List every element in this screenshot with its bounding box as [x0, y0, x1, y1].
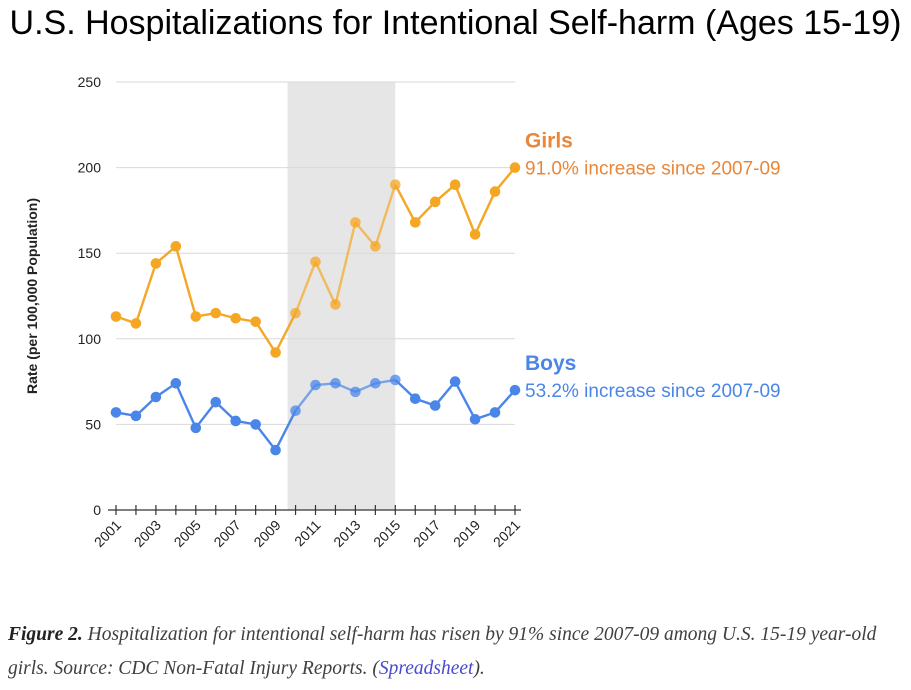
girls-point-2013 — [350, 217, 361, 228]
boys-point-2017 — [429, 400, 441, 411]
girls-line-segment — [254, 321, 277, 354]
girls-point-2015 — [390, 179, 401, 191]
boys-point-2008 — [250, 419, 261, 430]
boys-point-2001 — [110, 407, 122, 418]
girls-point-2001 — [110, 311, 122, 322]
boys-line-segment — [254, 423, 277, 451]
x-tick-label-2009: 2009 — [250, 517, 283, 550]
boys-point-2015 — [390, 374, 401, 386]
x-tick-label-2013: 2013 — [330, 517, 363, 550]
boys-line-segment — [274, 410, 297, 451]
y-tick-label-100: 100 — [78, 331, 102, 347]
spreadsheet-link[interactable]: Spreadsheet — [378, 658, 474, 679]
girls-line-segment — [374, 184, 397, 247]
caption-end: ). — [473, 658, 485, 679]
x-tick-label-2015: 2015 — [370, 517, 403, 550]
boys-point-2020 — [489, 407, 501, 418]
girls-line-segment — [314, 261, 337, 306]
boys-point-2018 — [449, 376, 461, 387]
boys-point-2003 — [150, 391, 162, 403]
boys-point-2011 — [310, 379, 321, 391]
x-tick-label-2007: 2007 — [210, 517, 243, 550]
girls-line-segment — [334, 222, 357, 305]
girls-point-2016 — [409, 217, 421, 228]
boys-point-2002 — [130, 410, 142, 422]
x-tick-label-2019: 2019 — [450, 517, 483, 550]
boys-point-2013 — [350, 386, 361, 398]
girls-point-2021 — [509, 162, 521, 173]
boys-line-segment — [294, 384, 317, 412]
boys-line-segment — [454, 381, 477, 420]
x-tick-label-2003: 2003 — [131, 517, 164, 550]
girls-increase-annotation: 91.0% increase since 2007-09 — [525, 159, 781, 180]
y-axis-title: Rate (per 100,000 Population) — [24, 198, 40, 394]
boys-point-2019 — [469, 413, 481, 425]
girls-line-segment — [394, 184, 417, 223]
boys-point-2014 — [370, 378, 381, 389]
boys-line-segment — [194, 401, 217, 429]
boys-line-segment — [174, 382, 197, 429]
y-tick-label-50: 50 — [85, 416, 101, 432]
girls-point-2012 — [330, 299, 341, 310]
girls-point-2011 — [310, 256, 321, 268]
girls-point-2006 — [210, 307, 222, 319]
boys-point-2006 — [210, 396, 222, 408]
girls-point-2017 — [429, 196, 441, 208]
boys-point-2004 — [170, 378, 182, 389]
y-tick-label-200: 200 — [78, 160, 102, 176]
girls-line-segment — [134, 263, 158, 324]
boys-point-2010 — [290, 405, 301, 417]
y-tick-label-0: 0 — [93, 502, 101, 518]
girls-point-2005 — [190, 311, 202, 322]
girls-line-segment — [174, 246, 197, 317]
x-tick-label-2011: 2011 — [291, 517, 324, 550]
figure-caption: Figure 2. Hospitalization for intentiona… — [8, 618, 908, 686]
boys-point-2016 — [409, 393, 421, 405]
girls-point-2019 — [469, 229, 481, 240]
x-tick-label-2001: 2001 — [91, 517, 124, 550]
girls-series-label: Girls — [525, 130, 573, 153]
boys-point-2009 — [270, 444, 281, 456]
girls-line-segment — [274, 312, 297, 354]
boys-point-2021 — [509, 384, 521, 396]
girls-point-2018 — [449, 179, 461, 191]
x-tick-label-2017: 2017 — [410, 517, 443, 550]
boys-increase-annotation: 53.2% increase since 2007-09 — [525, 381, 781, 402]
girls-point-2003 — [150, 258, 162, 269]
girls-point-2014 — [370, 241, 381, 252]
figure-label: Figure 2. — [8, 624, 83, 645]
girls-line-segment — [454, 184, 477, 235]
chart-title: U.S. Hospitalizations for Intentional Se… — [9, 4, 902, 42]
y-tick-label-150: 150 — [78, 245, 102, 261]
girls-point-2002 — [130, 318, 142, 329]
shaded-period — [287, 82, 396, 510]
girls-line-segment — [474, 191, 497, 235]
girls-point-2008 — [250, 316, 261, 327]
boys-series-label: Boys — [525, 352, 576, 375]
caption-text: Hospitalization for intentional self-har… — [8, 624, 877, 679]
boys-point-2007 — [230, 415, 241, 427]
girls-point-2004 — [170, 241, 182, 252]
x-tick-label-2021: 2021 — [490, 517, 523, 550]
girls-point-2007 — [230, 312, 241, 324]
boys-point-2012 — [330, 378, 341, 389]
girls-line-segment — [294, 261, 317, 314]
x-tick-label-2005: 2005 — [171, 517, 204, 550]
girls-point-2009 — [270, 347, 281, 358]
y-tick-label-250: 250 — [78, 74, 102, 90]
boys-point-2005 — [190, 422, 202, 434]
girls-point-2020 — [489, 186, 501, 197]
girls-point-2010 — [290, 307, 301, 319]
